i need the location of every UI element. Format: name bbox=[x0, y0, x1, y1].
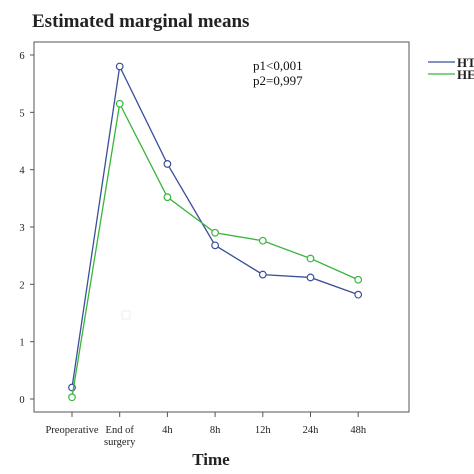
legend-label-he: HE bbox=[457, 67, 474, 82]
y-tick-label: 3 bbox=[19, 223, 24, 234]
data-point-he bbox=[68, 393, 76, 402]
data-point-ht bbox=[115, 62, 124, 71]
white-marker bbox=[121, 310, 131, 320]
data-point-ht bbox=[258, 270, 267, 279]
x-tick-label: 48h bbox=[350, 425, 367, 436]
x-tick-label: 8h bbox=[210, 425, 221, 436]
data-point-ht bbox=[354, 290, 363, 299]
y-tick-label: 6 bbox=[19, 51, 24, 62]
x-tick-label: Preoperative bbox=[45, 425, 98, 436]
data-point-he bbox=[306, 254, 315, 263]
x-axis: Preoperative End of surgery 4h 8h 12h 24h 48h bbox=[45, 412, 367, 448]
annotation-p2: p2=0,997 bbox=[253, 73, 303, 88]
chart-title: Estimated marginal means bbox=[32, 11, 249, 32]
series-line-he bbox=[71, 101, 359, 398]
x-tick-label: 12h bbox=[255, 425, 272, 436]
y-axis: 0 1 2 3 4 5 6 bbox=[19, 51, 35, 406]
series-line-ht bbox=[71, 64, 359, 388]
annotation-p1: p1<0,001 bbox=[253, 58, 303, 73]
data-point-ht bbox=[211, 241, 220, 250]
data-point-he bbox=[115, 99, 124, 108]
data-point-he bbox=[163, 193, 172, 202]
data-point-ht bbox=[306, 273, 315, 282]
x-tick-label: 4h bbox=[162, 425, 173, 436]
legend-label-ht: HT bbox=[457, 55, 474, 70]
data-point-he bbox=[211, 228, 220, 237]
plot-frame bbox=[33, 41, 410, 413]
y-tick-label: 1 bbox=[19, 338, 24, 349]
x-tick-label: 24h bbox=[303, 425, 320, 436]
series-layer bbox=[68, 62, 363, 402]
data-point-he bbox=[354, 275, 363, 284]
y-tick-label: 4 bbox=[19, 166, 25, 177]
y-tick-label: 5 bbox=[19, 108, 24, 119]
data-point-ht bbox=[163, 160, 172, 168]
y-tick-label: 2 bbox=[19, 280, 24, 291]
y-tick-label: 0 bbox=[19, 395, 24, 406]
x-tick-label: End of surgery bbox=[104, 425, 136, 448]
data-point-he bbox=[258, 236, 267, 245]
x-axis-title: Time bbox=[192, 450, 230, 469]
